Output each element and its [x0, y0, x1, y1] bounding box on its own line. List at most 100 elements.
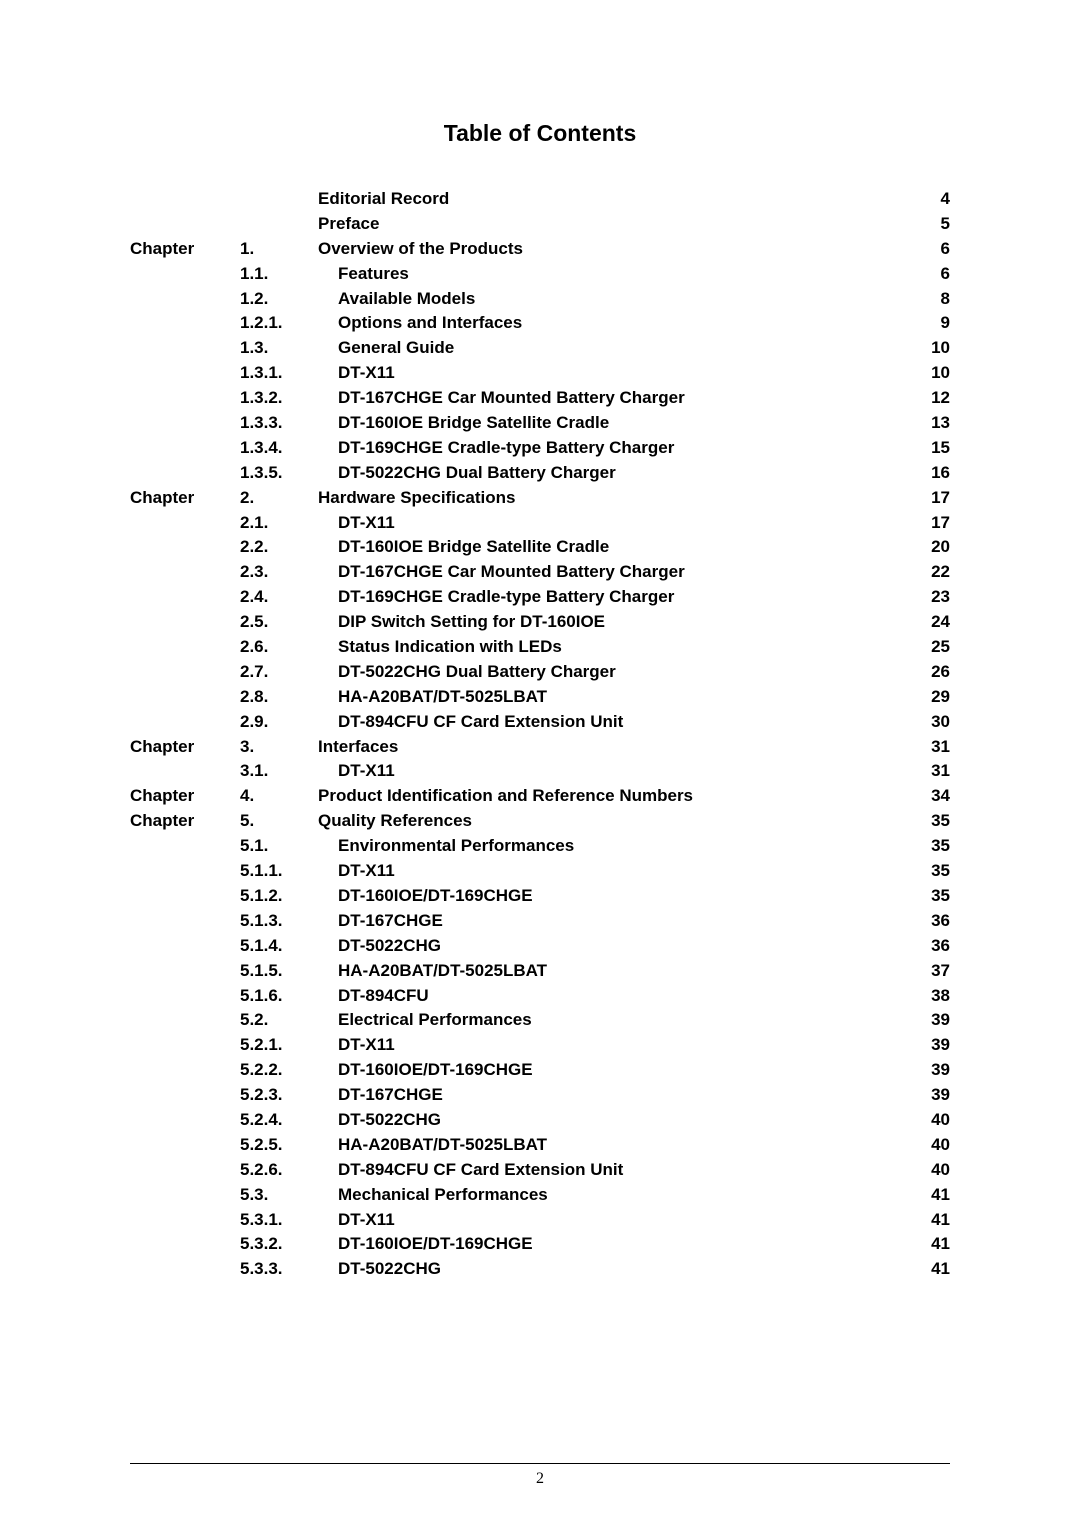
toc-entry-title: Available Models — [318, 287, 910, 312]
toc-entry: 1.3.5.DT-5022CHG Dual Battery Charger16 — [130, 461, 950, 486]
toc-entry-title: Product Identification and Reference Num… — [318, 784, 910, 809]
toc-entry-page: 40 — [910, 1133, 950, 1158]
toc-entry: 1.2.Available Models8 — [130, 287, 950, 312]
toc-entry-page: 40 — [910, 1108, 950, 1133]
toc-entry-page: 20 — [910, 535, 950, 560]
toc-entry-title: DT-167CHGE Car Mounted Battery Charger — [318, 386, 910, 411]
toc-entry: 5.3.2.DT-160IOE/DT-169CHGE41 — [130, 1232, 950, 1257]
toc-entry: 5.2.1.DT-X1139 — [130, 1033, 950, 1058]
toc-entry-title: Interfaces — [318, 735, 910, 760]
toc-section-number: 3. — [240, 735, 318, 760]
toc-entry-title: DT-160IOE/DT-169CHGE — [318, 1058, 910, 1083]
toc-section-number: 2.5. — [240, 610, 318, 635]
toc-section-number: 1.3.1. — [240, 361, 318, 386]
toc-section-number: 5.3. — [240, 1183, 318, 1208]
toc-entry-title: DT-X11 — [318, 511, 910, 536]
toc-entry-title: DT-X11 — [318, 1033, 910, 1058]
toc-entry-title: Status Indication with LEDs — [318, 635, 910, 660]
toc-entry: 2.7.DT-5022CHG Dual Battery Charger26 — [130, 660, 950, 685]
toc-entry-title: Overview of the Products — [318, 237, 910, 262]
toc-section-number: 2.9. — [240, 710, 318, 735]
toc-entry: Chapter2.Hardware Specifications17 — [130, 486, 950, 511]
toc-entry-page: 23 — [910, 585, 950, 610]
toc-entry-page: 38 — [910, 984, 950, 1009]
toc-entry: 5.1.3.DT-167CHGE36 — [130, 909, 950, 934]
toc-entry-title: DT-160IOE Bridge Satellite Cradle — [318, 535, 910, 560]
toc-entry: 3.1.DT-X1131 — [130, 759, 950, 784]
toc-entry-page: 6 — [910, 262, 950, 287]
toc-chapter-label: Chapter — [130, 735, 240, 760]
toc-chapter-label: Chapter — [130, 784, 240, 809]
toc-entry: 5.1.2.DT-160IOE/DT-169CHGE35 — [130, 884, 950, 909]
toc-entry-page: 39 — [910, 1033, 950, 1058]
toc-entry-page: 17 — [910, 486, 950, 511]
toc-entry-page: 37 — [910, 959, 950, 984]
toc-entry-page: 22 — [910, 560, 950, 585]
toc-entry-title: DT-160IOE Bridge Satellite Cradle — [318, 411, 910, 436]
toc-chapter-label: Chapter — [130, 486, 240, 511]
toc-entry: 5.1.5.HA-A20BAT/DT-5025LBAT37 — [130, 959, 950, 984]
toc-entry: 1.3.4.DT-169CHGE Cradle-type Battery Cha… — [130, 436, 950, 461]
toc-section-number: 2.4. — [240, 585, 318, 610]
toc-entry-title: Environmental Performances — [318, 834, 910, 859]
toc-section-number: 1.1. — [240, 262, 318, 287]
toc-entry-page: 41 — [910, 1232, 950, 1257]
toc-section-number: 5. — [240, 809, 318, 834]
toc-section-number: 5.1.3. — [240, 909, 318, 934]
toc-entry-page: 31 — [910, 759, 950, 784]
toc-entry: 1.3.1.DT-X1110 — [130, 361, 950, 386]
toc-entry-title: DT-894CFU CF Card Extension Unit — [318, 710, 910, 735]
toc-section-number: 5.1.6. — [240, 984, 318, 1009]
toc-entry: Editorial Record4 — [130, 187, 950, 212]
toc-entry-title: DT-5022CHG — [318, 1108, 910, 1133]
toc-entry-page: 12 — [910, 386, 950, 411]
document-page: Table of Contents Editorial Record4Prefa… — [0, 0, 1080, 1528]
toc-entry-page: 9 — [910, 311, 950, 336]
toc-entry-page: 24 — [910, 610, 950, 635]
toc-section-number: 5.1.4. — [240, 934, 318, 959]
toc-entry-page: 41 — [910, 1257, 950, 1282]
toc-entry-title: DIP Switch Setting for DT-160IOE — [318, 610, 910, 635]
toc-section-number: 5.2.6. — [240, 1158, 318, 1183]
toc-entry-title: DT-X11 — [318, 859, 910, 884]
toc-section-number: 2.3. — [240, 560, 318, 585]
toc-entry-page: 35 — [910, 884, 950, 909]
page-number: 2 — [0, 1470, 1080, 1488]
footer-rule — [130, 1463, 950, 1464]
toc-entry-title: DT-5022CHG Dual Battery Charger — [318, 461, 910, 486]
toc-entry: 5.1.1.DT-X1135 — [130, 859, 950, 884]
toc-section-number: 1.3.3. — [240, 411, 318, 436]
toc-entry: 5.2.5.HA-A20BAT/DT-5025LBAT40 — [130, 1133, 950, 1158]
toc-entry: 5.2.3.DT-167CHGE39 — [130, 1083, 950, 1108]
toc-entry-page: 25 — [910, 635, 950, 660]
toc-entry-title: Mechanical Performances — [318, 1183, 910, 1208]
toc-section-number: 5.2.1. — [240, 1033, 318, 1058]
toc-entry-page: 30 — [910, 710, 950, 735]
toc-section-number: 1.3. — [240, 336, 318, 361]
toc-entry-title: DT-5022CHG Dual Battery Charger — [318, 660, 910, 685]
toc-entry-page: 16 — [910, 461, 950, 486]
toc-section-number: 2.7. — [240, 660, 318, 685]
toc-section-number: 1.3.2. — [240, 386, 318, 411]
toc-entry-page: 10 — [910, 361, 950, 386]
toc-entry: 5.1.4.DT-5022CHG36 — [130, 934, 950, 959]
toc-entry-page: 34 — [910, 784, 950, 809]
toc-section-number: 4. — [240, 784, 318, 809]
toc-entry: Chapter5.Quality References35 — [130, 809, 950, 834]
toc-entry: 1.3.3.DT-160IOE Bridge Satellite Cradle1… — [130, 411, 950, 436]
toc-entry: 5.3.1.DT-X1141 — [130, 1208, 950, 1233]
toc-section-number: 5.3.3. — [240, 1257, 318, 1282]
toc-entry-page: 35 — [910, 809, 950, 834]
toc-entry-page: 41 — [910, 1208, 950, 1233]
toc-entry-page: 40 — [910, 1158, 950, 1183]
toc-entry-title: HA-A20BAT/DT-5025LBAT — [318, 959, 910, 984]
toc-section-number: 2.2. — [240, 535, 318, 560]
toc-section-number: 5.2.3. — [240, 1083, 318, 1108]
toc-section-number: 3.1. — [240, 759, 318, 784]
toc-entry: 5.1.Environmental Performances35 — [130, 834, 950, 859]
toc-entry-page: 8 — [910, 287, 950, 312]
toc-section-number: 5.1.5. — [240, 959, 318, 984]
toc-entry: 2.4.DT-169CHGE Cradle-type Battery Charg… — [130, 585, 950, 610]
toc-section-number: 1.2.1. — [240, 311, 318, 336]
toc-entry-title: Preface — [318, 212, 910, 237]
